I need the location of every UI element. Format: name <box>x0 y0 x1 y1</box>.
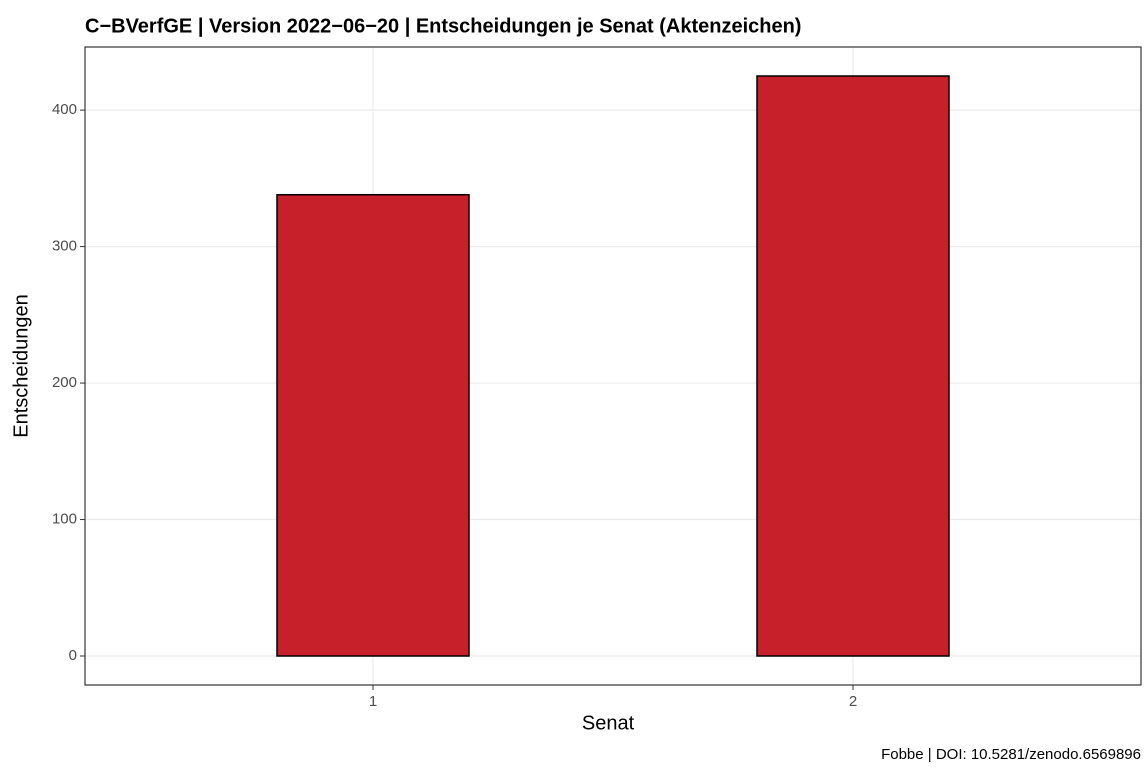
y-tick-label: 100 <box>52 510 77 527</box>
y-tick-label: 300 <box>52 238 77 255</box>
caption: Fobbe | DOI: 10.5281/zenodo.6569896 <box>881 746 1141 763</box>
y-axis-title: Entscheidungen <box>10 294 32 437</box>
y-tick-label: 200 <box>52 374 77 391</box>
y-tick-label: 400 <box>52 101 77 118</box>
bar <box>756 75 950 657</box>
x-tick-label: 2 <box>849 693 857 710</box>
chart-title: C−BVerfGE | Version 2022−06−20 | Entsche… <box>85 15 801 37</box>
bar <box>276 193 470 657</box>
x-tick-label: 1 <box>369 693 377 710</box>
x-axis-title: Senat <box>582 712 635 734</box>
y-tick-label: 0 <box>69 647 77 664</box>
panel-border <box>84 46 1142 686</box>
